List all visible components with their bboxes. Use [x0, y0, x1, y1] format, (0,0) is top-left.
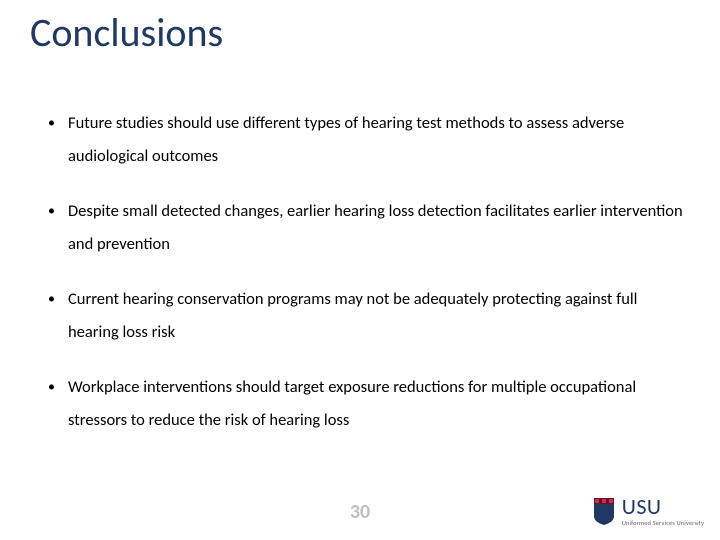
- logo-main-text: USU: [622, 496, 704, 518]
- logo-text: USU Uniformed Services University: [622, 496, 704, 527]
- usu-logo: USU Uniformed Services University: [592, 496, 704, 527]
- shield-icon: [592, 496, 616, 526]
- slide-title: Conclusions: [0, 0, 720, 57]
- bullet-item: Current hearing conservation programs ma…: [44, 283, 690, 349]
- slide-body: Future studies should use different type…: [0, 57, 720, 437]
- bullet-item: Future studies should use different type…: [44, 107, 690, 173]
- slide-footer: 30 USU Uniformed Services University: [0, 482, 720, 530]
- bullet-item: Workplace interventions should target ex…: [44, 371, 690, 437]
- page-number: 30: [350, 500, 370, 524]
- bullet-item: Despite small detected changes, earlier …: [44, 195, 690, 261]
- slide: Conclusions Future studies should use di…: [0, 0, 720, 540]
- bullet-list: Future studies should use different type…: [44, 107, 690, 437]
- logo-sub-text: Uniformed Services University: [622, 520, 704, 527]
